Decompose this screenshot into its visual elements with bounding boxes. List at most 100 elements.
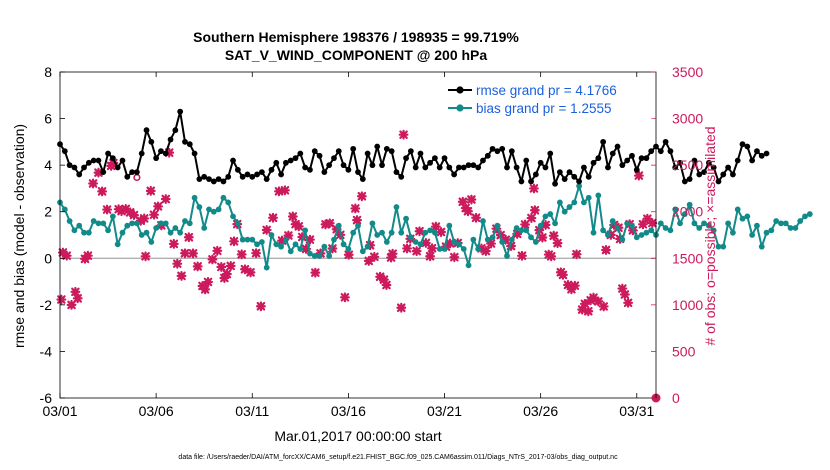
bias-marker [508,236,515,243]
obs-assimilated-marker [517,250,527,261]
obs-assimilated-cross [381,280,392,290]
rmse-marker [489,145,496,152]
rmse-marker [138,150,145,157]
obs-assimilated-marker [387,248,398,259]
rmse-marker [456,164,462,171]
bias-marker [480,218,486,224]
rmse-marker [499,145,506,152]
rmse-marker [532,171,539,178]
obs-assimilated-cross [552,238,563,249]
bias-marker [244,236,251,243]
obs-assimilated-cross [93,167,104,178]
rmse-marker [345,166,352,173]
obs-assimilated-cross [172,258,183,269]
bias-marker [782,220,789,227]
rmse-marker [677,159,683,166]
bias-marker [167,229,174,236]
bias-marker [725,220,731,227]
bias-marker [797,218,804,224]
bias-marker [258,239,265,245]
rmse-marker [331,155,337,162]
right-tick-label: 3500 [672,64,703,80]
rmse-marker [417,150,424,157]
obs-assimilated-cross [517,250,527,261]
bias-marker [778,220,784,227]
bias-marker [446,222,453,229]
obs-assimilated-cross [221,269,232,279]
rmse-marker [614,143,621,150]
obs-assimilated-marker [411,246,422,257]
obs-assimilated-marker [529,205,540,216]
obs-assimilated-marker [172,258,183,269]
obs-assimilated-marker [160,194,171,204]
left-tick-label: 6 [44,111,52,127]
bias-marker [134,220,140,227]
bias-marker [316,253,323,259]
x-tick-label: 03/06 [139,403,174,419]
obs-assimilated-cross [70,286,81,297]
rmse-marker [763,150,770,157]
obs-assimilated-marker [427,243,437,254]
bias-marker [201,225,208,231]
rmse-marker [537,159,544,166]
bias-marker [61,206,68,213]
obs-assimilated-cross [609,220,620,230]
rmse-marker [561,176,568,183]
bias-marker [571,199,578,206]
obs-assimilated-cross [304,234,315,245]
bias-marker [422,229,429,236]
rmse-marker [441,155,448,162]
obs-assimilated-marker [381,280,392,290]
obs-assimilated-marker [430,221,441,232]
left-tick-label: 0 [44,250,52,266]
obs-assimilated-marker [577,304,588,315]
rmse-marker [90,157,97,164]
bias-marker [239,236,246,243]
bias-marker [109,213,116,220]
obs-assimilated-marker [70,286,81,297]
obs-assimilated-marker [540,220,551,230]
bias-marker [182,218,188,224]
rmse-marker [715,178,722,185]
obs-assimilated-marker [207,254,218,265]
obs-assimilated-cross [363,255,374,266]
rmse-marker [124,173,131,180]
bias-marker [701,220,707,227]
bias-marker [705,222,712,229]
obs-assimilated-marker [466,194,477,205]
obs-assimilated-marker [598,301,609,312]
obs-assimilated-marker [129,210,139,221]
bias-marker [393,204,400,210]
bias-marker [90,218,97,224]
obs-assimilated-marker [548,230,559,241]
rmse-marker [701,169,707,176]
obs-assimilated-cross [623,297,634,308]
obs-assimilated-cross [297,232,308,242]
rmse-marker [182,138,188,145]
bias-marker [307,250,313,257]
rmse-marker [206,176,212,183]
rmse-marker [465,162,472,169]
bias-marker [662,225,669,231]
bias-marker [85,229,92,236]
plot-area: 03/01 03/06 03/11 03/16 03/21 03/26 03/31 -6 -4… [40,64,813,419]
rmse-marker [758,152,765,159]
rmse-marker [403,155,409,162]
obs-assimilated-marker [563,279,573,290]
obs-assimilated-cross [108,158,119,168]
rmse-marker [494,148,501,155]
bias-marker [278,243,284,250]
rmse-marker [552,180,558,187]
rmse-marker [114,164,121,171]
obs-assimilated-marker [500,234,511,245]
rmse-marker [629,152,635,159]
obs-assimilated-cross [537,232,548,243]
rmse-marker [167,136,174,143]
rmse-marker [374,143,381,150]
bias-marker [470,236,477,243]
rmse-marker [475,164,482,171]
bias-marker [734,206,741,213]
bias-marker [432,229,438,236]
obs-assimilated-cross [356,191,367,202]
obs-assimilated-marker [642,213,653,224]
